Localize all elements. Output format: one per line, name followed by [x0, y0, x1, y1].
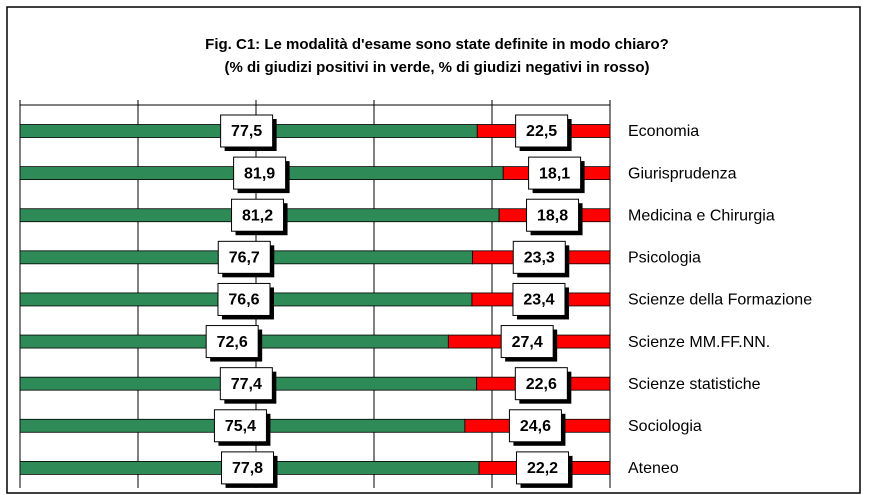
label-box: [500, 325, 554, 359]
category-label: Scienze statistiche: [628, 376, 761, 393]
category-label: Psicologia: [628, 250, 701, 267]
category-label: Ateneo: [628, 460, 679, 477]
label-box: [217, 282, 271, 316]
label-box: [528, 156, 582, 190]
label-box: [508, 409, 562, 443]
category-label: Giurisprudenza: [628, 165, 737, 182]
category-label: Scienze MM.FF.NN.: [628, 334, 770, 351]
category-label: Medicina e Chirurgia: [628, 207, 775, 224]
label-box: [213, 409, 267, 443]
label-box: [514, 367, 568, 401]
label-box: [220, 114, 274, 148]
chart-title: Fig. C1: Le modalità d'esame sono state …: [205, 36, 669, 53]
value-label: 22,5: [526, 123, 557, 140]
label-box: [515, 114, 569, 148]
value-label: 77,8: [232, 460, 263, 477]
label-box: [512, 282, 566, 316]
value-label: 22,2: [527, 460, 558, 477]
category-label: Economia: [628, 123, 699, 140]
value-label: 76,7: [229, 250, 260, 267]
value-label: 18,1: [539, 165, 570, 182]
value-label: 23,3: [524, 250, 555, 267]
label-box: [526, 198, 580, 232]
value-label: 22,6: [526, 376, 557, 393]
value-label: 24,6: [520, 418, 551, 435]
label-box: [516, 451, 570, 485]
chart-subtitle: (% di giudizi positivi in verde, % di gi…: [224, 59, 649, 76]
category-label: Scienze della Formazione: [628, 292, 812, 309]
chart-border: [6, 6, 861, 494]
label-box: [219, 367, 273, 401]
value-label: 77,5: [231, 123, 262, 140]
value-label: 81,9: [244, 165, 275, 182]
label-box: [221, 451, 275, 485]
value-label: 23,4: [523, 292, 554, 309]
value-label: 18,8: [537, 207, 568, 224]
label-box: [231, 198, 285, 232]
label-box: [512, 240, 566, 274]
value-label: 76,6: [228, 292, 259, 309]
value-label: 77,4: [231, 376, 262, 393]
label-box: [217, 240, 271, 274]
value-label: 75,4: [225, 418, 256, 435]
value-label: 72,6: [217, 334, 248, 351]
value-label: 81,2: [242, 207, 273, 224]
label-box: [233, 156, 287, 190]
category-label: Sociologia: [628, 418, 702, 435]
label-box: [205, 325, 259, 359]
value-label: 27,4: [512, 334, 543, 351]
